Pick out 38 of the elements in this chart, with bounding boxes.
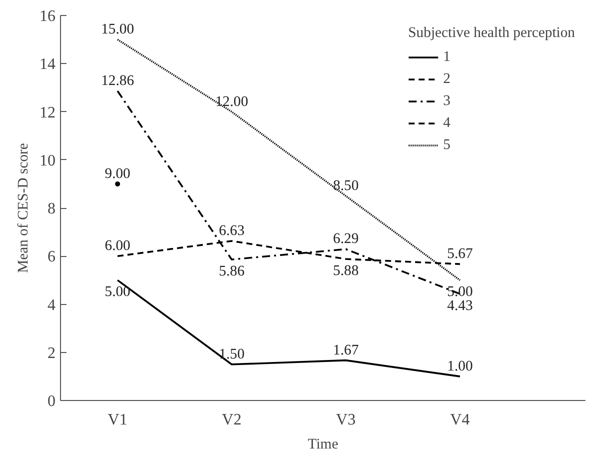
legend-title: Subjective health perception	[408, 25, 575, 42]
y-axis-title: Mean of CES-D score	[16, 143, 32, 273]
data-label: 9.00	[104, 166, 130, 182]
y-tick-label: 8	[48, 200, 56, 218]
data-label: 5.00	[447, 284, 473, 300]
data-label: 8.50	[333, 178, 359, 194]
y-tick-label: 14	[40, 56, 56, 74]
y-tick-label: 10	[40, 152, 56, 170]
x-tick-label: V2	[222, 412, 242, 428]
data-label: 6.29	[333, 231, 359, 248]
data-label: 1.50	[218, 346, 245, 362]
x-axis-title: Time	[308, 436, 338, 452]
legend-label: 5	[443, 136, 452, 154]
data-label: 6.63	[218, 222, 245, 239]
legend-label: 1	[443, 48, 452, 66]
data-label: 5.88	[333, 263, 359, 280]
data-label: 4.43	[447, 298, 473, 314]
legend-label: 3	[443, 92, 452, 110]
data-label: 15.00	[101, 22, 134, 38]
data-label: 12.00	[215, 94, 248, 110]
y-tick-label: 16	[40, 8, 56, 25]
data-label: 12.86	[101, 73, 134, 90]
data-label: 1.67	[333, 342, 359, 358]
data-label: 6.00	[104, 238, 130, 254]
x-tick-label: V3	[336, 412, 356, 428]
y-tick-label: 6	[48, 248, 56, 266]
x-tick-label: V1	[108, 412, 128, 428]
data-label: 5.67	[447, 246, 473, 262]
y-tick-label: 12	[40, 104, 56, 122]
y-tick-label: 2	[48, 344, 56, 362]
y-tick-label: 0	[48, 393, 56, 410]
x-tick-label: V4	[450, 412, 470, 428]
data-label: 5.00	[104, 284, 130, 300]
data-label: 1.00	[447, 358, 473, 374]
legend-label: 2	[443, 70, 452, 88]
data-label: 5.86	[218, 263, 245, 280]
y-tick-label: 4	[48, 296, 56, 314]
legend-label: 4	[443, 114, 452, 132]
